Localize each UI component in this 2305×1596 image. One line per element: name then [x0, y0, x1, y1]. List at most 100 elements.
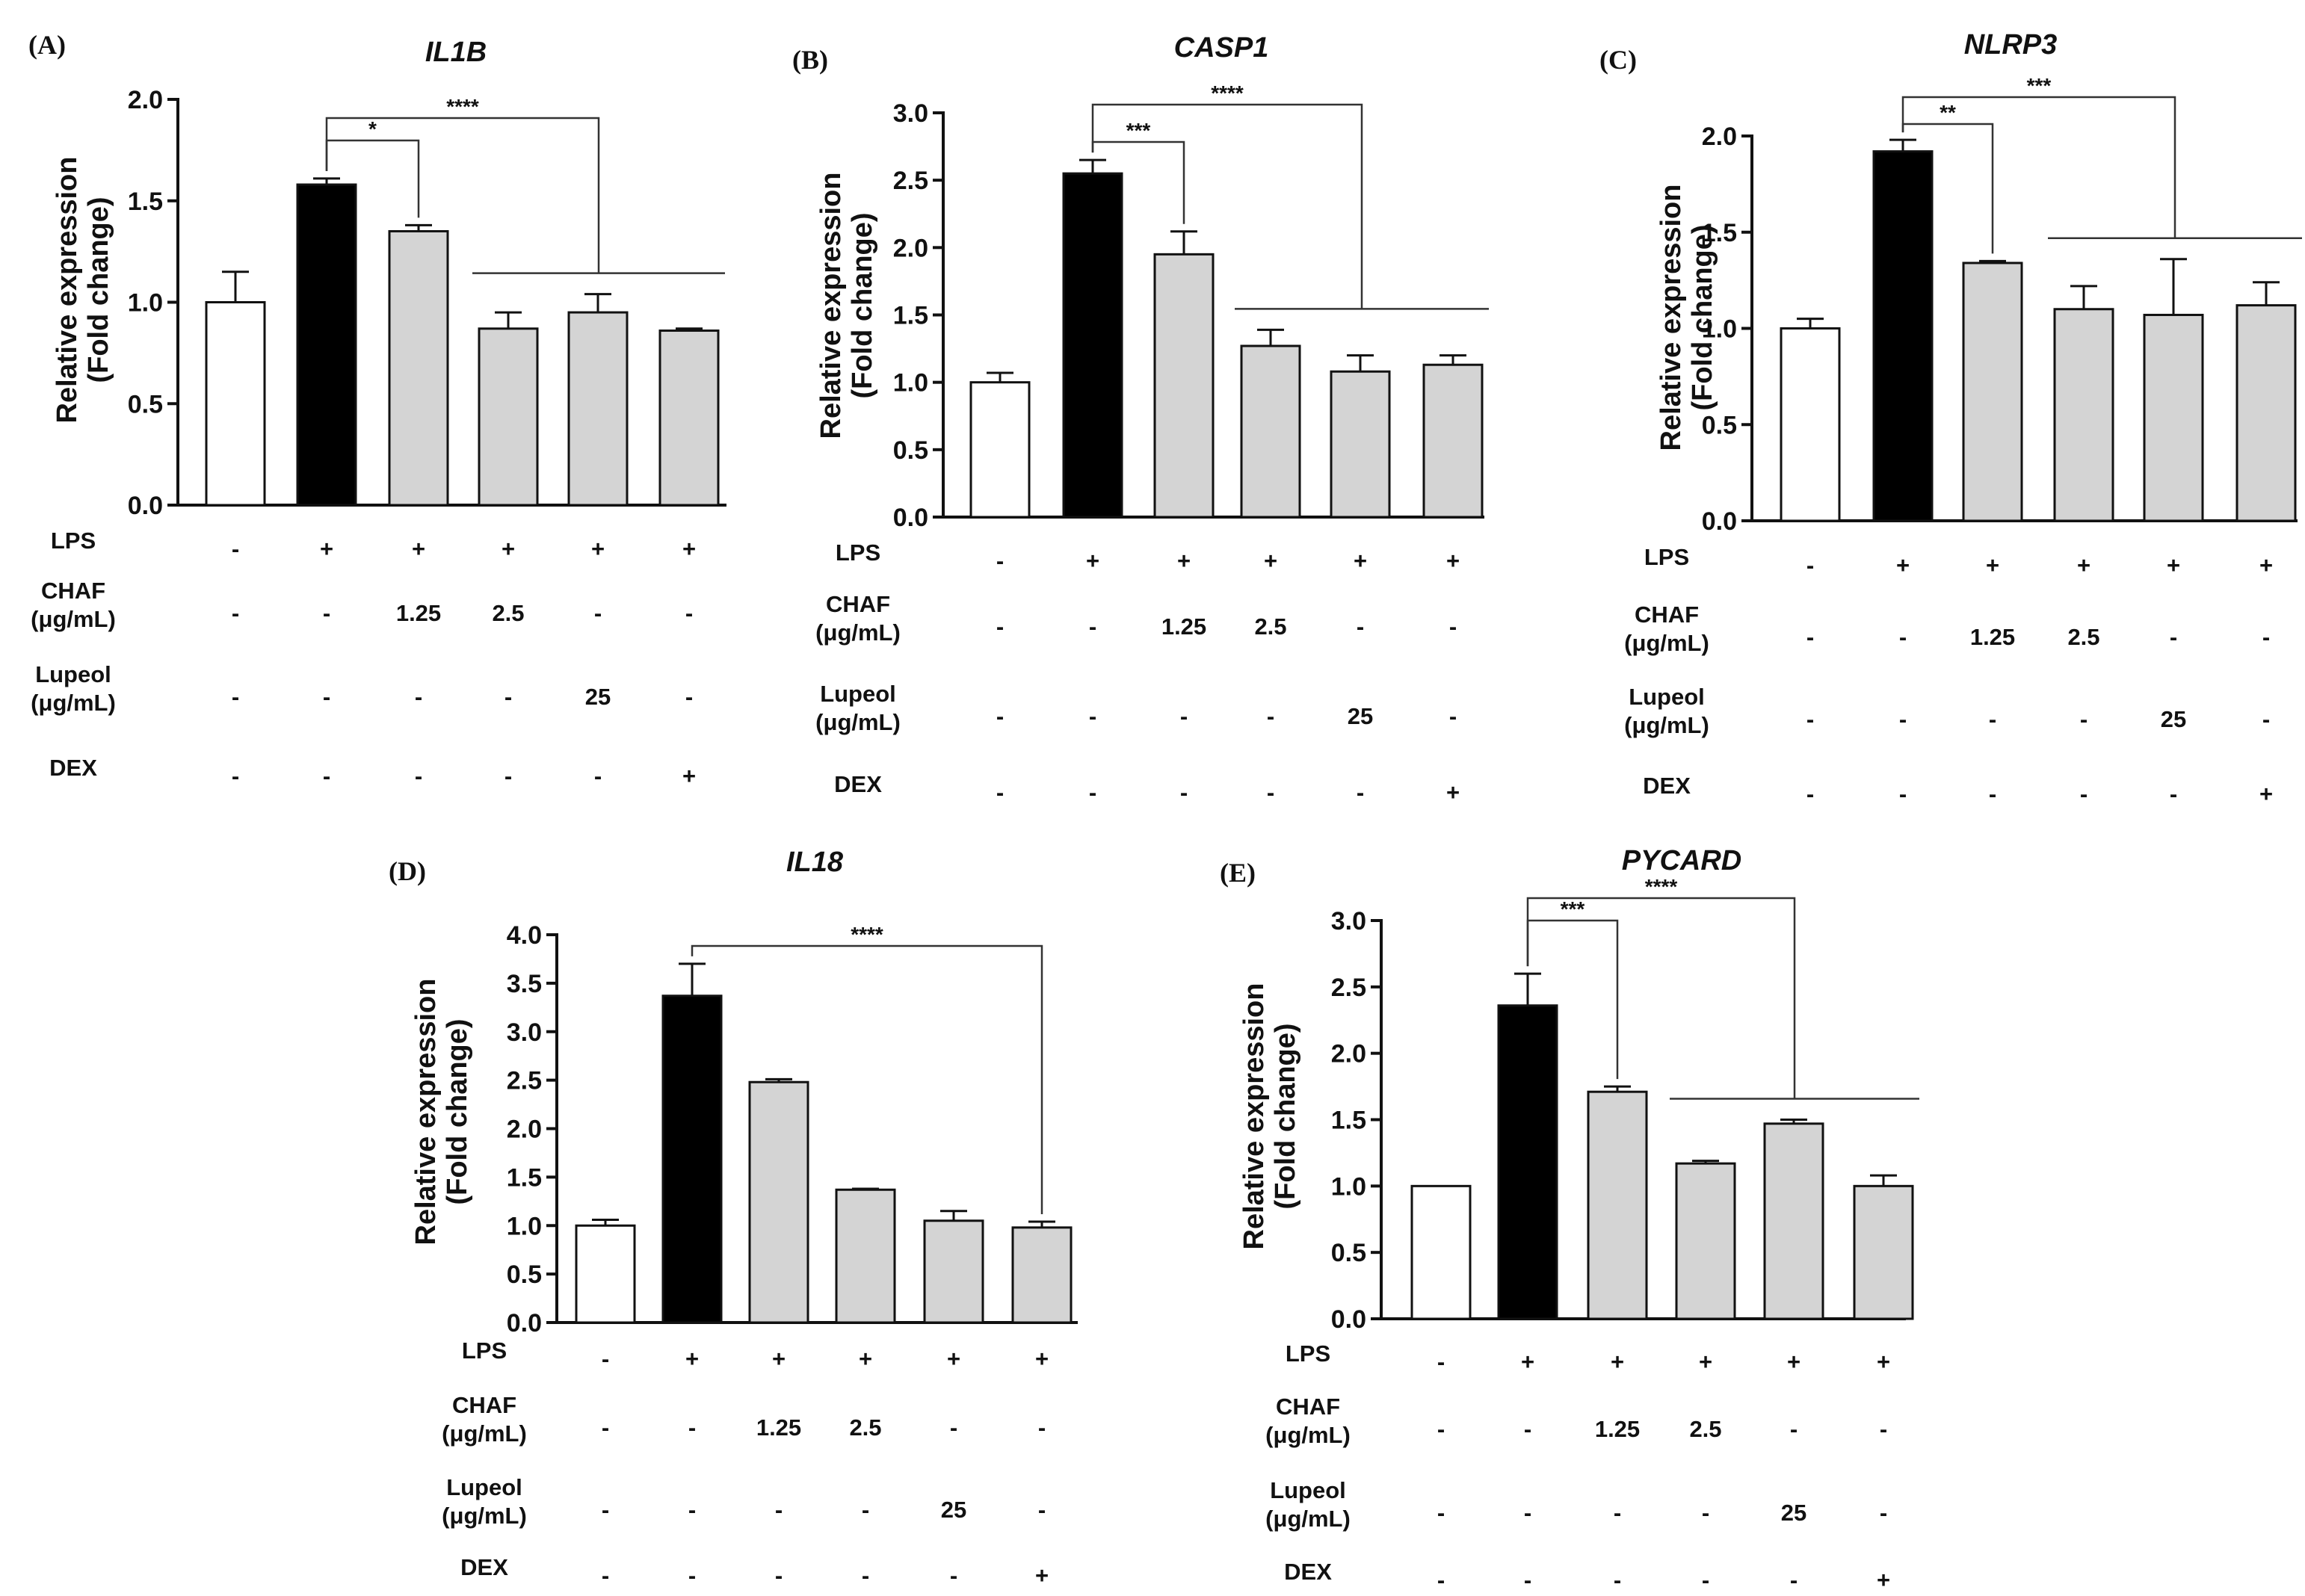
y-tick-label: 0.0	[1702, 507, 1737, 536]
chart-title: IL1B	[425, 37, 487, 68]
condition-row-label: Lupeol (μg/mL)	[1624, 684, 1709, 738]
condition-cell: -	[1437, 1500, 1445, 1526]
condition-row-label-line: LPS	[1286, 1340, 1330, 1367]
condition-cell: +	[682, 536, 696, 562]
condition-cell: -	[2080, 706, 2088, 732]
y-axis-label-line: (Fold change)	[847, 212, 878, 398]
condition-row-label-line: (μg/mL)	[1265, 1506, 1351, 1532]
condition-cell: 25	[1348, 703, 1373, 729]
condition-row-label: DEX	[49, 755, 97, 781]
condition-cell: 2.5	[1254, 613, 1286, 640]
condition-cell: -	[232, 536, 239, 562]
condition-cell: -	[504, 684, 512, 710]
condition-cell: -	[775, 1562, 783, 1589]
y-tick-label: 3.0	[1331, 907, 1366, 935]
condition-row-label-line: (μg/mL)	[815, 619, 901, 646]
condition-cell: -	[688, 1562, 696, 1589]
condition-cell: 25	[941, 1497, 966, 1523]
y-tick-label: 2.5	[893, 167, 928, 195]
y-tick-label: 2.0	[128, 86, 163, 114]
panel-label: (C)	[1599, 45, 1637, 75]
panel-label: (D)	[389, 856, 426, 886]
significance-bracket	[1901, 96, 2176, 238]
y-tick-label: 2.0	[1702, 123, 1737, 151]
condition-cell: +	[1446, 779, 1460, 805]
condition-cell: +	[1877, 1567, 1890, 1593]
significance-label: ****	[446, 95, 479, 118]
condition-row-label-line: Lupeol	[1629, 684, 1705, 710]
condition-row-label-line: Lupeol	[1270, 1477, 1346, 1503]
bar	[658, 330, 720, 507]
condition-cell: +	[772, 1346, 786, 1372]
condition-cell: -	[1614, 1567, 1621, 1593]
significance-bracket	[1526, 897, 1796, 1099]
condition-row-label-line: (μg/mL)	[442, 1503, 527, 1529]
condition-cell: 2.5	[492, 600, 524, 626]
condition-cell: +	[502, 536, 515, 562]
y-tick-label: 2.0	[507, 1116, 542, 1144]
condition-row-label-line: (μg/mL)	[442, 1420, 527, 1447]
bar	[388, 229, 449, 507]
condition-row-label-line: DEX	[834, 771, 882, 797]
condition-cell: +	[1611, 1349, 1624, 1375]
condition-row-label: CHAF (μg/mL)	[1265, 1394, 1351, 1448]
condition-row-label: CHAF (μg/mL)	[31, 578, 116, 632]
condition-cell: -	[415, 684, 422, 710]
condition-row-label-line: (μg/mL)	[31, 606, 116, 632]
y-tick-label: 0.5	[1702, 411, 1737, 439]
bar	[575, 1224, 636, 1324]
y-tick-label: 2.0	[893, 234, 928, 262]
panel-label: (A)	[28, 30, 66, 60]
condition-cell: -	[1524, 1567, 1531, 1593]
y-axis-label: Relative expression(Fold change)	[815, 173, 878, 439]
panel-label: (E)	[1220, 858, 1256, 888]
y-axis-label-line: (Fold change)	[1270, 1023, 1301, 1209]
condition-row-label-line: DEX	[460, 1554, 508, 1580]
condition-row-label-line: CHAF	[1276, 1394, 1340, 1420]
bar	[835, 1188, 896, 1324]
condition-cell: -	[950, 1562, 957, 1589]
condition-cell: +	[1035, 1346, 1049, 1372]
condition-row-label: LPS	[1644, 544, 1689, 570]
condition-cell: -	[1899, 706, 1907, 732]
condition-cell: -	[1437, 1416, 1445, 1442]
y-tick-label: 4.0	[507, 921, 542, 950]
condition-cell: +	[1446, 548, 1460, 574]
y-tick-label: 1.5	[1702, 219, 1737, 247]
chart-title: IL18	[786, 847, 844, 878]
bar	[1011, 1226, 1073, 1324]
condition-cell: +	[1896, 552, 1910, 578]
bar	[205, 301, 266, 507]
condition-cell: -	[594, 763, 602, 789]
condition-row-label-line: CHAF	[826, 591, 890, 617]
y-tick-label: 1.0	[1702, 315, 1737, 344]
condition-row-label: LPS	[836, 539, 880, 566]
condition-cell: -	[1524, 1500, 1531, 1526]
condition-cell: -	[1267, 779, 1274, 805]
condition-cell: 2.5	[849, 1414, 881, 1441]
condition-cell: -	[1524, 1416, 1531, 1442]
condition-row-label-line: DEX	[1284, 1559, 1332, 1585]
condition-cell: -	[1089, 779, 1096, 805]
condition-row-label-line: Lupeol	[820, 681, 896, 707]
condition-cell: -	[232, 684, 239, 710]
condition-row-label: DEX	[834, 771, 882, 797]
condition-cell: -	[1989, 706, 1996, 732]
y-tick-label: 0.0	[507, 1309, 542, 1337]
panel-label: (B)	[792, 45, 828, 75]
chart-title: NLRP3	[1964, 29, 2058, 61]
condition-row-label-line: (μg/mL)	[1624, 630, 1709, 656]
y-tick-label: 0.5	[128, 390, 163, 418]
condition-cell: 1.25	[1595, 1416, 1640, 1442]
condition-cell: -	[323, 763, 330, 789]
bar	[1763, 1122, 1824, 1320]
condition-cell: -	[1989, 781, 1996, 807]
condition-row-label: LPS	[1286, 1340, 1330, 1367]
bar	[748, 1080, 809, 1324]
condition-row-label-line: Lupeol	[446, 1474, 522, 1500]
y-tick-label: 1.5	[893, 302, 928, 330]
y-axis-label-line: (Fold change)	[1687, 224, 1718, 410]
condition-cell: -	[1880, 1500, 1887, 1526]
condition-row-label: CHAF (μg/mL)	[442, 1392, 527, 1447]
condition-row-label-line: (μg/mL)	[1265, 1422, 1351, 1448]
